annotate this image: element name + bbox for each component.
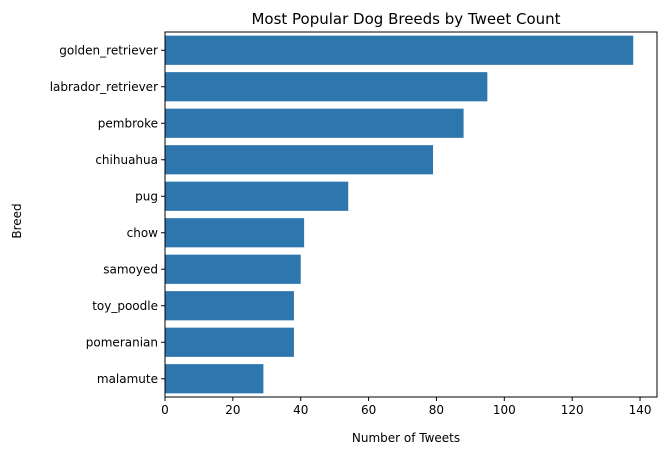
y-axis-label: Breed <box>10 203 24 238</box>
y-tick-label-pomeranian: pomeranian <box>86 335 158 349</box>
y-tick-label-pug: pug <box>135 189 158 203</box>
bar-pomeranian <box>165 327 294 357</box>
x-tick-label: 140 <box>629 403 652 417</box>
bar-toy-poodle <box>165 291 294 321</box>
x-tick-label: 20 <box>225 403 240 417</box>
x-tick-label: 0 <box>161 403 169 417</box>
x-tick-label: 40 <box>293 403 308 417</box>
plot-area: golden_retriever labrador_retrieverpembro… <box>50 31 658 417</box>
y-tick-label-toy-poodle: toy_poodle <box>92 299 158 313</box>
x-tick-label: 120 <box>561 403 584 417</box>
bar-labrador-retriever <box>165 72 488 102</box>
bar-malamute <box>165 364 264 394</box>
bar-chow <box>165 218 305 248</box>
y-tick-label-golden-retriever: golden_retriever <box>59 43 158 57</box>
y-tick-label-samoyed: samoyed <box>103 262 158 276</box>
y-tick-label-pembroke: pembroke <box>98 116 158 130</box>
y-tick-label-chihuahua: chihuahua <box>95 153 158 167</box>
bar-pembroke <box>165 108 464 138</box>
y-tick-label-malamute: malamute <box>97 372 158 386</box>
x-tick-label: 80 <box>429 403 444 417</box>
x-tick-label: 100 <box>493 403 516 417</box>
bar-samoyed <box>165 254 301 284</box>
bar-chihuahua <box>165 145 434 175</box>
y-tick-label-chow: chow <box>127 226 159 240</box>
bar-golden-retriever <box>165 35 634 65</box>
x-axis-label: Number of Tweets <box>352 431 460 445</box>
x-tick-label: 60 <box>361 403 376 417</box>
bar-pug <box>165 181 349 211</box>
y-tick-label-labrador-retriever: labrador_retriever <box>50 80 158 94</box>
chart-title: Most Popular Dog Breeds by Tweet Count <box>251 10 560 28</box>
plot-frame <box>164 31 658 398</box>
